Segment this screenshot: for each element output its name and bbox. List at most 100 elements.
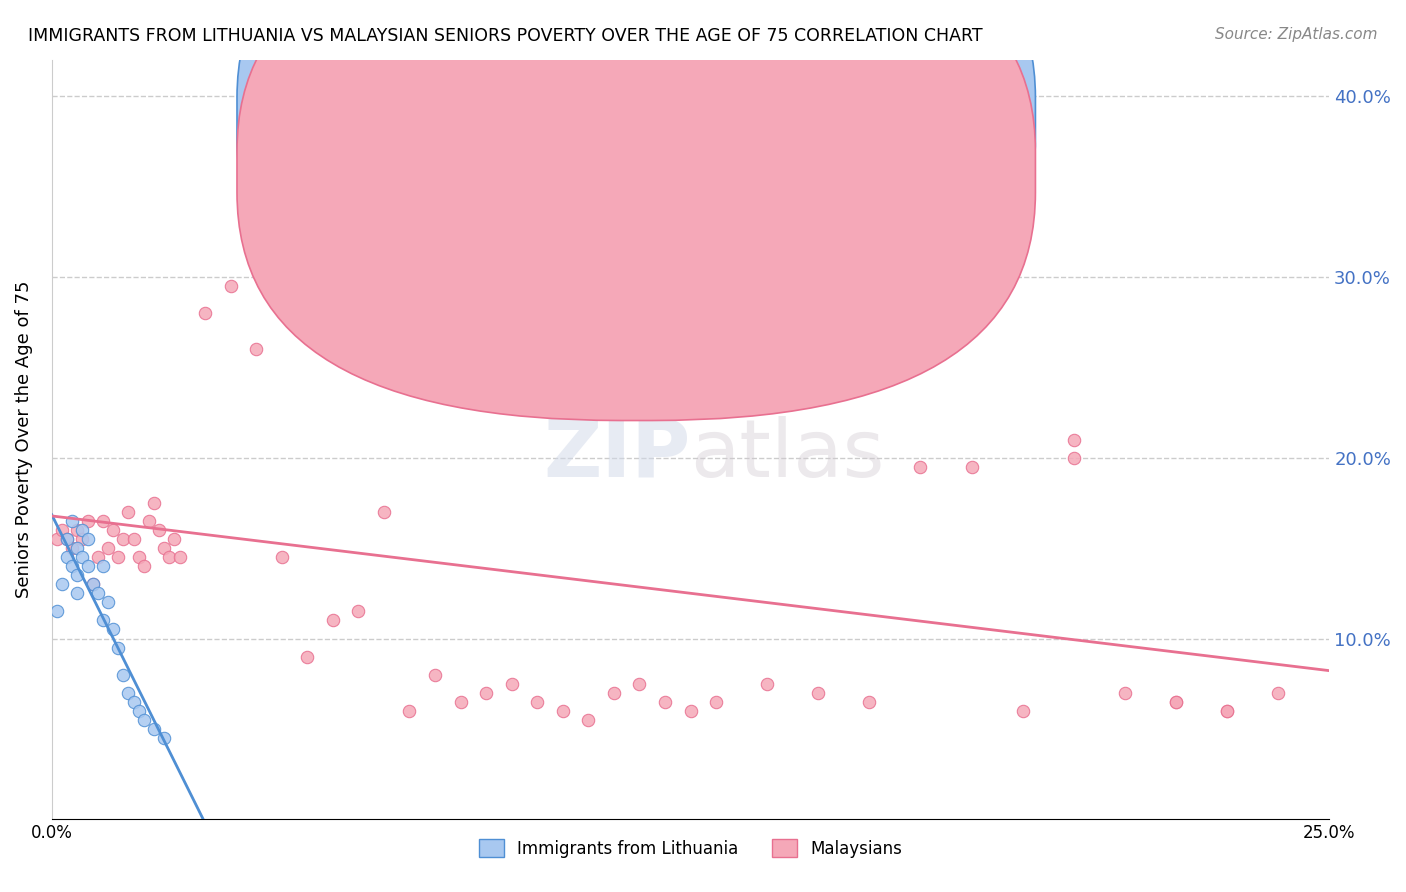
- Point: [807, 324, 830, 338]
- Point: [373, 505, 395, 519]
- FancyBboxPatch shape: [602, 105, 946, 219]
- Point: [45, 532, 67, 546]
- Point: [603, 686, 626, 700]
- Point: [60, 514, 83, 528]
- Point: [132, 713, 155, 727]
- Point: [66, 568, 89, 582]
- Point: [576, 713, 599, 727]
- Point: [112, 532, 135, 546]
- Point: [128, 704, 150, 718]
- Point: [117, 686, 139, 700]
- Point: [194, 306, 217, 320]
- Point: [526, 695, 548, 709]
- Point: [704, 695, 727, 709]
- Point: [87, 550, 110, 565]
- Point: [654, 695, 676, 709]
- Point: [157, 550, 180, 565]
- Point: [82, 577, 104, 591]
- Point: [76, 514, 98, 528]
- Point: [807, 686, 830, 700]
- Point: [398, 269, 420, 284]
- Point: [347, 604, 370, 618]
- Point: [91, 614, 114, 628]
- Point: [117, 505, 139, 519]
- Point: [1063, 433, 1085, 447]
- Point: [112, 667, 135, 681]
- Point: [87, 586, 110, 600]
- Point: [66, 541, 89, 555]
- Point: [270, 550, 292, 565]
- Point: [107, 550, 129, 565]
- Point: [148, 523, 170, 537]
- Point: [1164, 695, 1187, 709]
- Point: [679, 704, 702, 718]
- Point: [1216, 704, 1239, 718]
- Point: [1164, 695, 1187, 709]
- Point: [245, 342, 267, 356]
- Point: [138, 514, 160, 528]
- Point: [56, 550, 79, 565]
- Point: [91, 559, 114, 574]
- Point: [858, 695, 880, 709]
- Point: [101, 523, 124, 537]
- Point: [51, 523, 73, 537]
- Point: [153, 541, 176, 555]
- Point: [1114, 686, 1136, 700]
- Point: [66, 586, 89, 600]
- Point: [1267, 686, 1289, 700]
- Legend: Immigrants from Lithuania, Malaysians: Immigrants from Lithuania, Malaysians: [472, 833, 908, 864]
- FancyBboxPatch shape: [238, 0, 1035, 368]
- Point: [297, 170, 319, 185]
- Point: [551, 704, 574, 718]
- Point: [501, 677, 523, 691]
- Point: [72, 532, 94, 546]
- Point: [153, 731, 176, 745]
- Text: R =    0.172  N = 65: R = 0.172 N = 65: [665, 164, 883, 183]
- Text: ZIP: ZIP: [543, 416, 690, 493]
- Point: [91, 514, 114, 528]
- Point: [107, 640, 129, 655]
- Text: atlas: atlas: [690, 416, 884, 493]
- Point: [142, 496, 165, 510]
- Point: [56, 532, 79, 546]
- Point: [322, 614, 344, 628]
- Point: [628, 677, 651, 691]
- Point: [960, 459, 983, 474]
- Point: [450, 695, 472, 709]
- Text: Source: ZipAtlas.com: Source: ZipAtlas.com: [1215, 27, 1378, 42]
- Point: [910, 459, 932, 474]
- Point: [122, 695, 145, 709]
- Point: [423, 667, 446, 681]
- Point: [101, 623, 124, 637]
- Y-axis label: Seniors Poverty Over the Age of 75: Seniors Poverty Over the Age of 75: [15, 281, 32, 599]
- Text: R =  -0.467  N = 27: R = -0.467 N = 27: [665, 108, 872, 126]
- Point: [169, 550, 191, 565]
- Point: [76, 532, 98, 546]
- Point: [1011, 704, 1033, 718]
- Point: [398, 704, 420, 718]
- Point: [51, 577, 73, 591]
- Point: [97, 541, 120, 555]
- Point: [76, 559, 98, 574]
- Point: [297, 649, 319, 664]
- Point: [142, 722, 165, 736]
- FancyBboxPatch shape: [238, 0, 1035, 420]
- Point: [56, 532, 79, 546]
- Point: [501, 315, 523, 329]
- Point: [756, 677, 779, 691]
- Point: [132, 559, 155, 574]
- Point: [122, 532, 145, 546]
- Point: [66, 523, 89, 537]
- Point: [219, 278, 242, 293]
- Point: [1216, 704, 1239, 718]
- Point: [128, 550, 150, 565]
- Point: [475, 686, 498, 700]
- Point: [60, 541, 83, 555]
- Point: [603, 315, 626, 329]
- Point: [82, 577, 104, 591]
- Point: [72, 523, 94, 537]
- Point: [163, 532, 186, 546]
- Point: [60, 559, 83, 574]
- Point: [97, 595, 120, 609]
- Text: IMMIGRANTS FROM LITHUANIA VS MALAYSIAN SENIORS POVERTY OVER THE AGE OF 75 CORREL: IMMIGRANTS FROM LITHUANIA VS MALAYSIAN S…: [28, 27, 983, 45]
